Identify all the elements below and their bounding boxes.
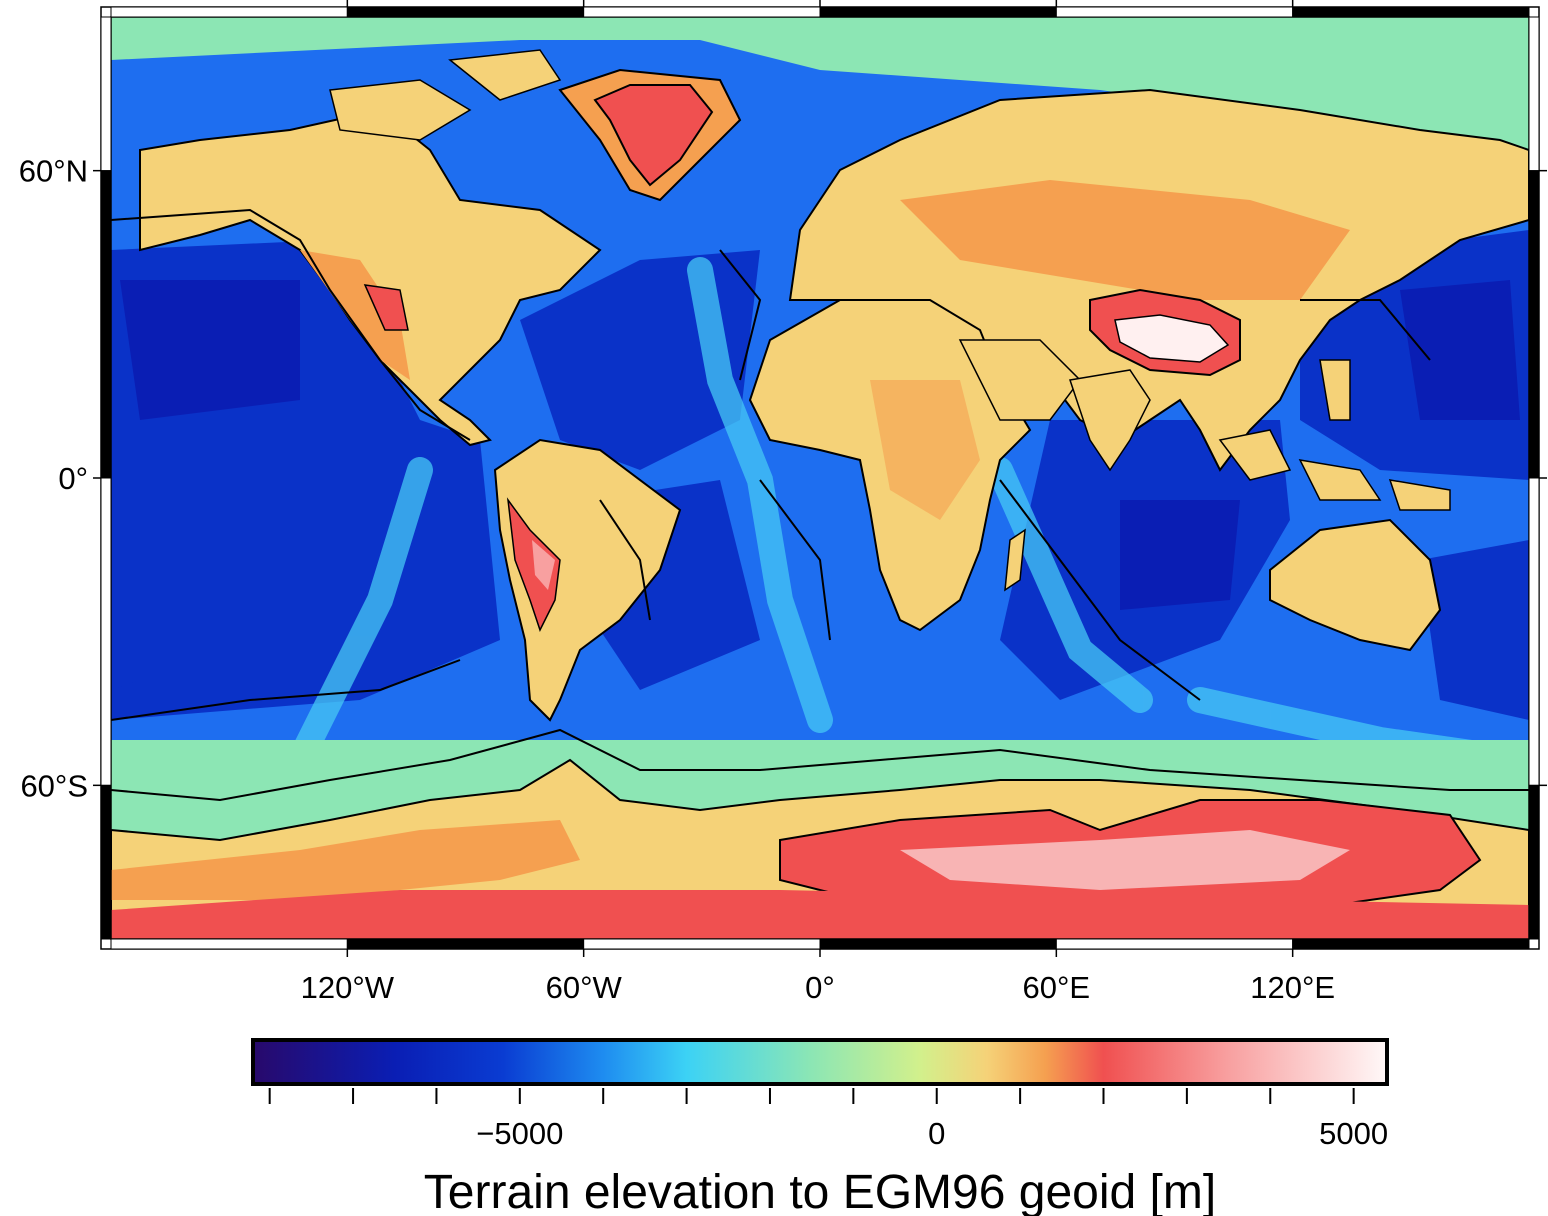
x-tick-label: 0° [805,970,835,1005]
landmass-india [1069,369,1151,472]
colorbar-border [251,1038,1389,1086]
landmass-antarctica [111,758,1529,939]
frame-bar-right [1528,16,1540,172]
frame-bar-bottom [1055,938,1294,950]
frame-bar-bottom [583,938,821,950]
frame-bar-top [1055,6,1294,18]
frame-bar-right [1528,170,1540,479]
colorbar-fill [253,1040,1387,1084]
contour-lines [111,208,1529,802]
colorbar-title: Terrain elevation to EGM96 geoid [m] [424,1166,1216,1216]
frame-bar-top [1292,6,1530,18]
landmass-eurasia [788,88,1529,472]
y-tick-label: 60°S [20,768,88,803]
arctic-islands [329,49,562,141]
frame-bar-top [110,6,348,18]
colorbar-tick-label: 5000 [1319,1116,1388,1151]
x-tick-label: 120°W [301,970,395,1005]
frame-bar-bottom [1292,938,1530,950]
frame-bar-left [100,170,112,479]
frame-bar-top [819,6,1057,18]
map-frame [93,0,1547,957]
colorbar-tick-label: −5000 [476,1116,563,1151]
landmass-madagascar [1004,528,1026,592]
landmass-arabia [958,339,1081,421]
landmass-africa [748,299,1032,632]
colorbar-tick-label: 0 [928,1116,945,1151]
frame-bar-top [583,6,821,18]
frame-bar-top [346,6,585,18]
landmass-south-america [493,438,682,722]
frame-bar-bottom [110,938,348,950]
colorbar-tick-labels: −5000 0 5000 [476,1116,1388,1151]
y-tick-label: 0° [58,461,88,496]
frame-bar-right [1528,477,1540,786]
landmass-greenland [558,68,742,202]
x-tick-label: 120°E [1250,970,1335,1005]
y-tick-label: 60°N [19,154,88,189]
landmass-se-asia [1218,359,1451,511]
colorbar-ticks [268,1088,1355,1104]
x-tick-label: 60°E [1023,970,1091,1005]
frame-bar-left [100,16,112,172]
frame-bar-left [100,784,112,940]
abyssal-trenches [120,280,1520,610]
frame-bar-right [1528,784,1540,940]
x-tick-labels: 120°W 60°W 0° 60°E 120°E [301,970,1335,1005]
frame-bars [100,6,1540,950]
frame-bar-bottom [346,938,585,950]
frame-ticks [93,0,1547,957]
landmass-australia [1269,518,1442,652]
x-tick-label: 60°W [546,970,623,1005]
colorbar: −5000 0 5000 Terrain elevation to EGM96 ge… [251,1038,1389,1216]
frame-bar-bottom [819,938,1057,950]
map-area [111,17,1529,939]
frame-bar-left [100,477,112,786]
landmass-north-america [139,108,602,447]
y-tick-labels: 60°N 0° 60°S [19,154,88,804]
